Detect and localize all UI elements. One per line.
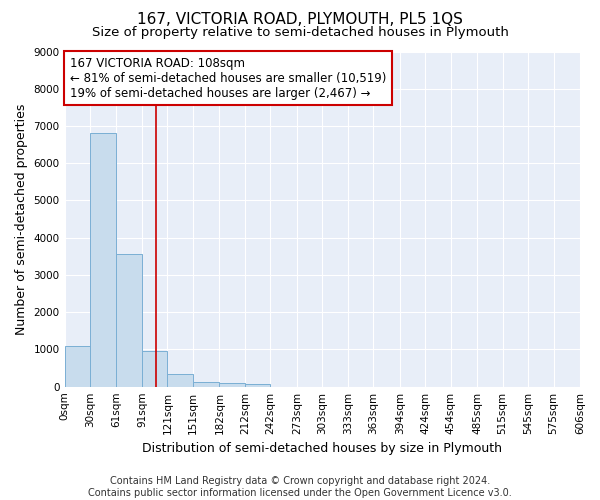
Text: 167 VICTORIA ROAD: 108sqm
← 81% of semi-detached houses are smaller (10,519)
19%: 167 VICTORIA ROAD: 108sqm ← 81% of semi-… — [70, 56, 386, 100]
Text: 167, VICTORIA ROAD, PLYMOUTH, PL5 1QS: 167, VICTORIA ROAD, PLYMOUTH, PL5 1QS — [137, 12, 463, 28]
Text: Contains HM Land Registry data © Crown copyright and database right 2024.
Contai: Contains HM Land Registry data © Crown c… — [88, 476, 512, 498]
Bar — [142, 350, 167, 386]
Bar — [245, 384, 271, 386]
Bar — [116, 254, 142, 386]
Bar — [193, 382, 220, 386]
Y-axis label: Number of semi-detached properties: Number of semi-detached properties — [15, 104, 28, 335]
X-axis label: Distribution of semi-detached houses by size in Plymouth: Distribution of semi-detached houses by … — [142, 442, 502, 455]
Text: Size of property relative to semi-detached houses in Plymouth: Size of property relative to semi-detach… — [92, 26, 508, 39]
Bar — [65, 346, 90, 387]
Bar — [90, 134, 116, 386]
Bar — [167, 374, 193, 386]
Bar — [220, 383, 245, 386]
